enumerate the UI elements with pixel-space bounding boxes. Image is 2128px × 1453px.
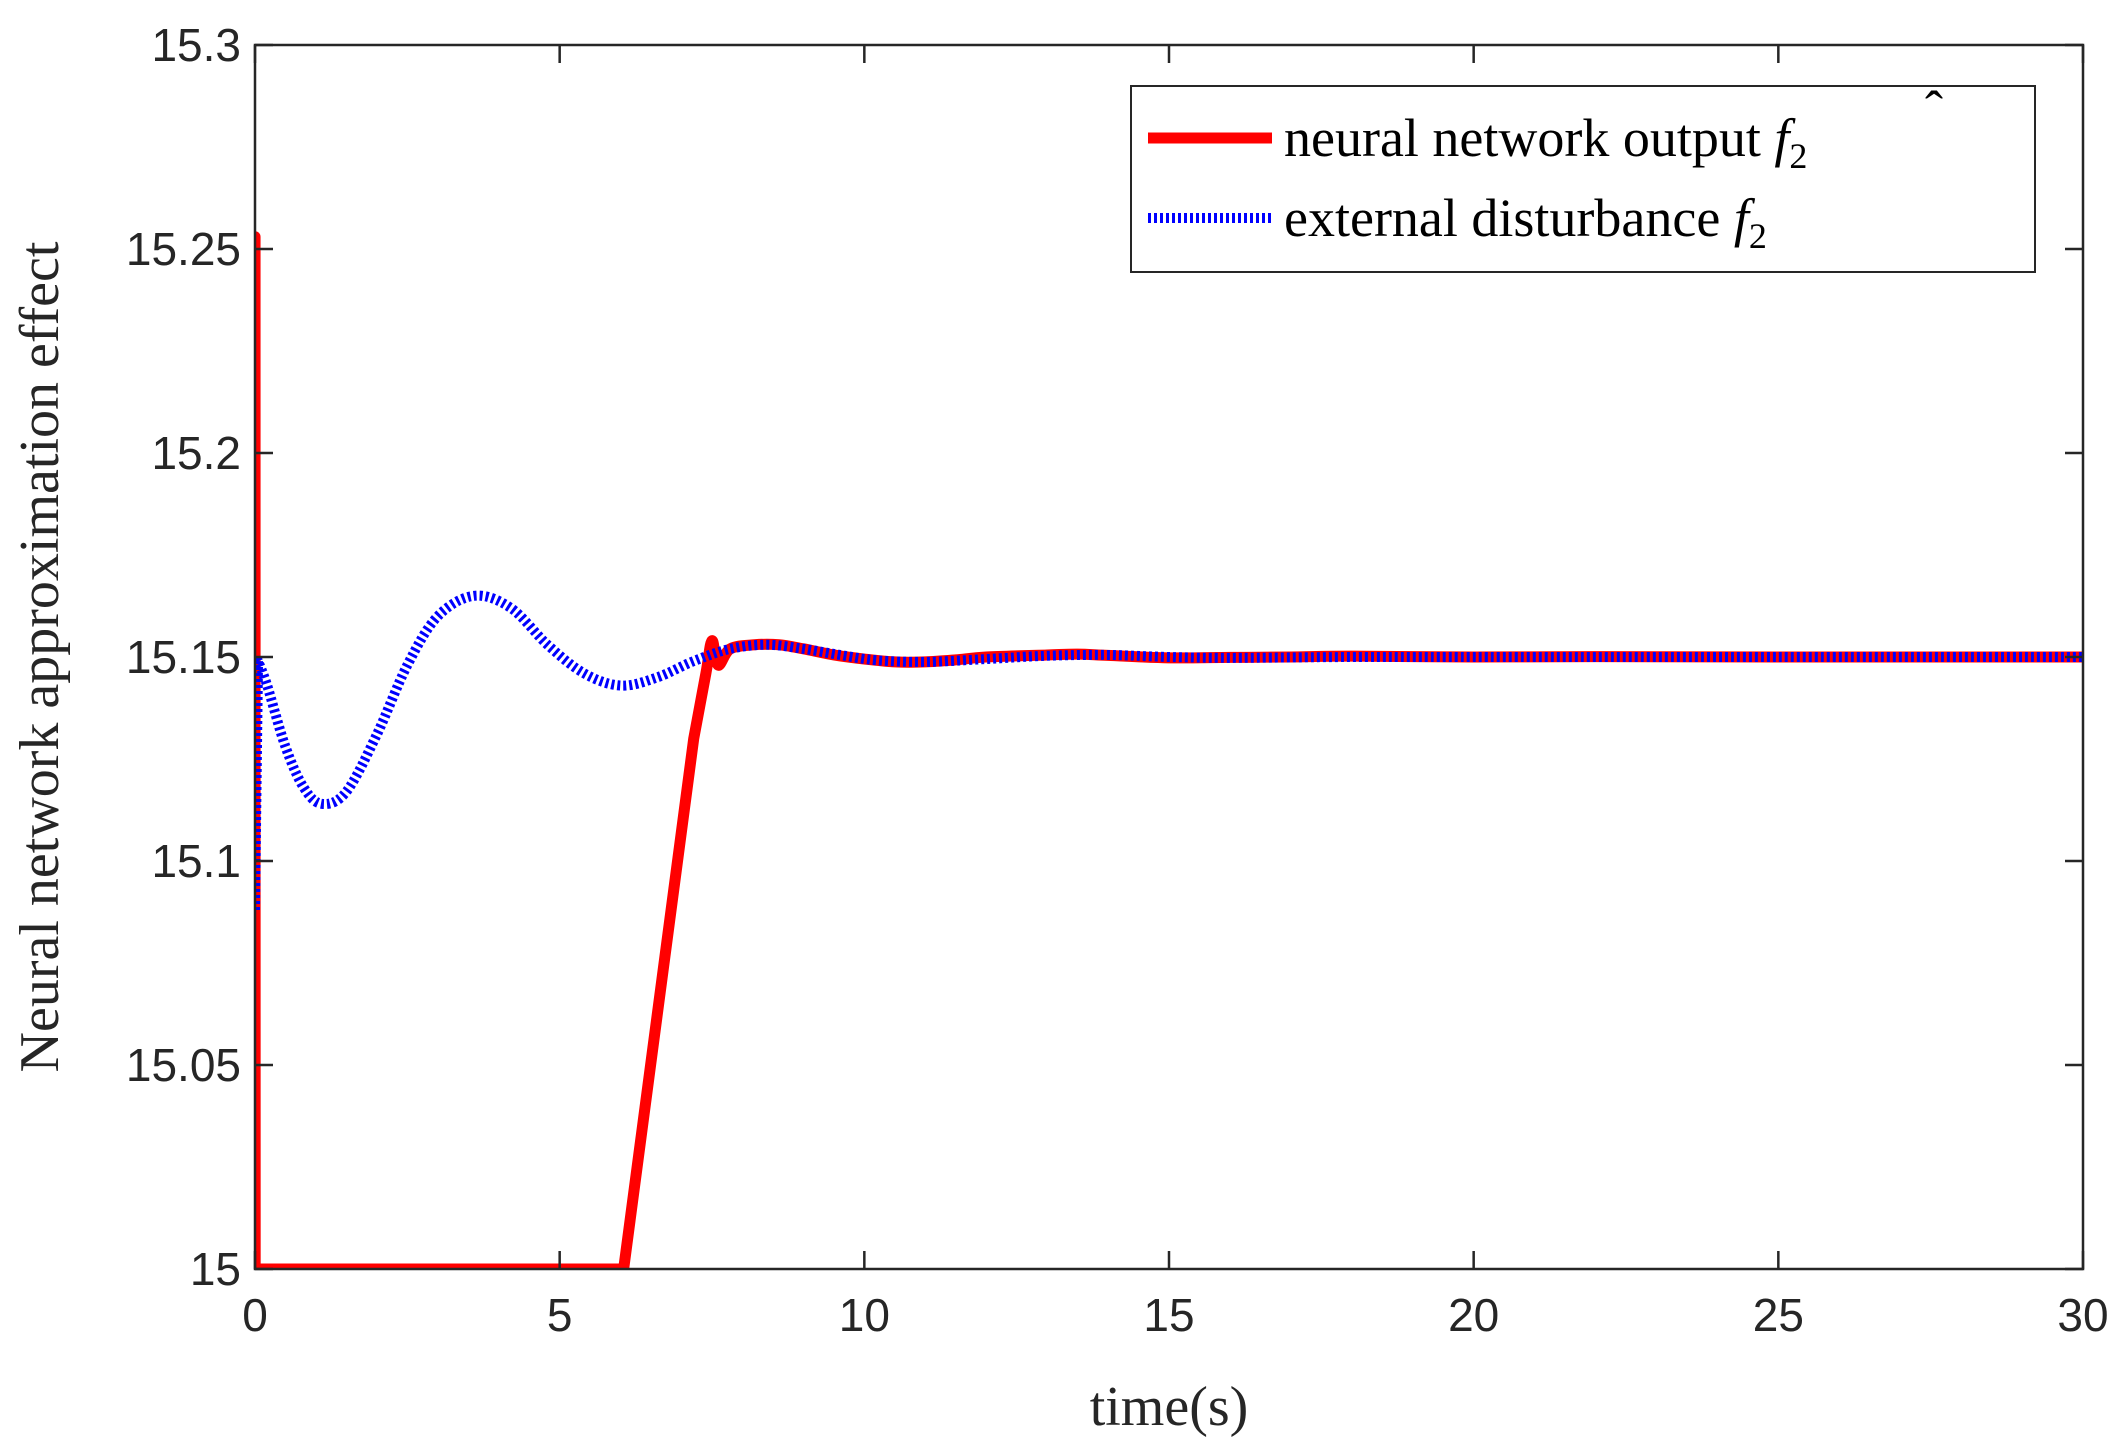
legend-label-external-disturbance: external disturbance f2 [1284,188,1767,256]
x-tick-label: 25 [1753,1289,1804,1341]
ticks-layer: 0 5 10 15 20 25 30 15 15.05 15.1 15.15 15.2 15.25 15.… [126,19,2109,1341]
x-tick-label: 20 [1448,1289,1499,1341]
y-tick-label: 15.2 [151,427,241,479]
y-tick-label: 15.15 [126,631,241,683]
legend-box [1130,85,2036,273]
y-tick-label: 15.1 [151,835,241,887]
series-line-external-disturbance [255,590,2083,911]
x-tick-label: 30 [2057,1289,2108,1341]
legend-label-nn-output: neural network output f2 [1284,108,1807,176]
legend-hat-accent: ˆ [1925,80,1943,140]
legend: neural network output f2 ˆ external dist… [1130,80,2036,273]
y-axis-title: Neural network approximation effect [9,241,71,1072]
series-layer [255,231,2083,1269]
y-tick-label: 15 [190,1243,241,1295]
y-tick-label: 15.3 [151,19,241,71]
x-tick-label: 5 [547,1289,573,1341]
x-axis-title: time(s) [1090,1376,1249,1438]
y-tick-label: 15.25 [126,223,241,275]
x-tick-label: 10 [839,1289,890,1341]
y-tick-label: 15.05 [126,1039,241,1091]
x-tick-label: 0 [242,1289,268,1341]
x-tick-label: 15 [1143,1289,1194,1341]
